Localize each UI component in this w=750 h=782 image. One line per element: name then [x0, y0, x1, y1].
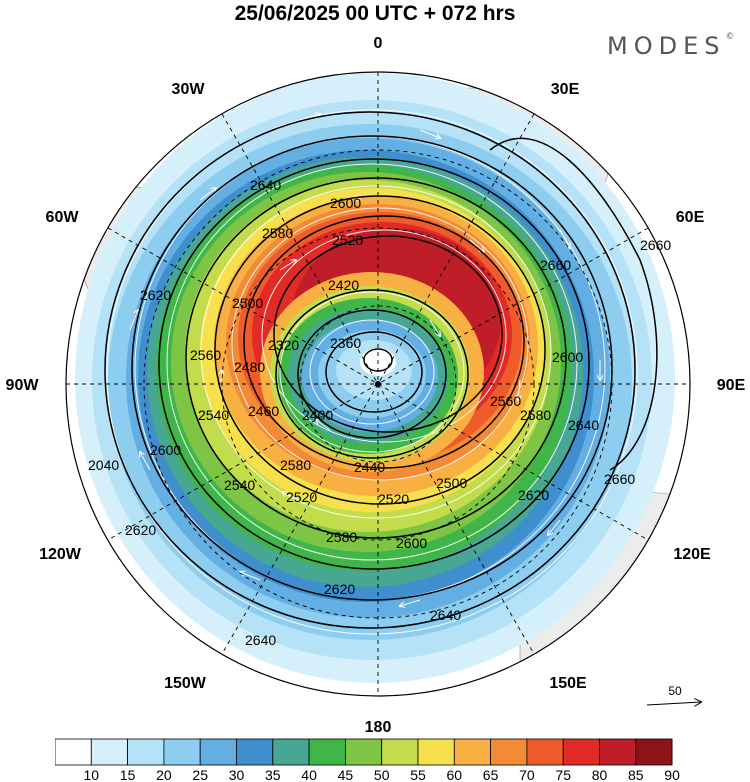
contour-label: 2600 [396, 535, 427, 551]
contour-label: 2580 [280, 457, 311, 473]
contour-label: 2620 [125, 522, 156, 538]
colorbar-tick-label: 20 [156, 767, 172, 782]
lon-label-90w: 90W [6, 377, 40, 394]
contour-label: 2660 [640, 237, 671, 253]
colorbar-tick-label: 15 [120, 767, 136, 782]
lon-label-30w: 30W [172, 81, 206, 98]
logo-mark: © [725, 32, 735, 42]
colorbar-tick-label: 55 [410, 767, 426, 782]
contour-label-group: 2640 2600 2580 2520 2420 2360 2320 2480 … [88, 177, 671, 648]
lon-label-90e: 90E [717, 377, 746, 394]
contour-label: 2540 [198, 407, 229, 423]
contour-label: 2320 [268, 337, 299, 353]
contour-label: 2460 [248, 403, 279, 419]
contour-label: 2640 [430, 607, 461, 623]
colorbar-tick-label: 85 [628, 767, 644, 782]
colorbar: 10 15 20 25 30 35 40 45 50 55 60 65 70 75 80 85 90 [55, 738, 680, 782]
colorbar-tick-label: 25 [192, 767, 208, 782]
contour-label: 2580 [262, 225, 293, 241]
colorbar-tick-label: 10 [84, 767, 100, 782]
colorbar-tick-label: 75 [555, 767, 571, 782]
colorbar-swatch [344, 738, 383, 766]
contour-label: 2600 [552, 349, 583, 365]
contour-label: 2580 [520, 407, 551, 423]
lon-label-0: 0 [374, 35, 383, 52]
modes-logo: MODES© [607, 32, 734, 60]
lon-label-60e: 60E [676, 209, 705, 226]
contour-label: 2600 [330, 195, 361, 211]
height-contours [104, 111, 658, 629]
colorbar-swatch [308, 738, 346, 766]
contour-label: 2540 [224, 477, 255, 493]
contour-label: 2480 [234, 359, 265, 375]
colorbar-tick-label: 45 [338, 767, 354, 782]
colorbar-tick-label: 70 [519, 767, 535, 782]
contour-label: 2440 [354, 459, 385, 475]
contour-label: 2620 [324, 581, 355, 597]
colorbar-swatch [599, 738, 637, 766]
contour-label: 2500 [232, 295, 263, 311]
colorbar-tick-label: 90 [664, 767, 680, 782]
colorbar-tick-label: 40 [301, 767, 317, 782]
lon-label-30e: 30E [551, 81, 580, 98]
colorbar-swatch [236, 738, 274, 766]
contour-label: 2500 [436, 475, 467, 491]
reference-vector-value: 50 [668, 684, 682, 698]
contour-label: 2640 [245, 632, 276, 648]
lon-label-150e: 150E [549, 675, 587, 692]
contour-label: 2520 [378, 491, 409, 507]
contour-label: 2600 [150, 442, 181, 458]
colorbar-swatch [55, 738, 92, 766]
colorbar-swatch [526, 738, 564, 766]
lon-label-180: 180 [365, 719, 392, 736]
contour-label: 2580 [326, 529, 357, 545]
colorbar-tick-label: 30 [229, 767, 245, 782]
colorbar-swatch [453, 738, 491, 766]
colorbar-tick-label: 80 [592, 767, 608, 782]
contour-label: 2560 [490, 393, 521, 409]
colorbar-swatch [127, 738, 165, 766]
map-border [65, 71, 691, 697]
contour-label: 2640 [250, 177, 281, 193]
colorbar-swatch [90, 738, 128, 766]
colorbar-swatch [562, 738, 600, 766]
wind-speed-shading [74, 73, 690, 683]
logo-text: MODES [607, 32, 726, 60]
contour-label: 2620 [518, 487, 549, 503]
lon-label-150w: 150W [164, 675, 207, 692]
lon-label-120w: 120W [39, 546, 82, 563]
contour-label: 2660 [540, 257, 571, 273]
reference-arrow-icon [646, 684, 705, 714]
colorbar-swatch [381, 738, 419, 766]
contour-label: 2560 [190, 347, 221, 363]
colorbar-swatch [417, 738, 455, 766]
contour-label: 2520 [286, 489, 317, 505]
colorbar-swatch [199, 738, 237, 766]
contour-label: 2360 [330, 335, 361, 351]
contour-label: 2620 [140, 287, 171, 303]
colorbar-swatch [635, 738, 673, 766]
contour-label: 2400 [302, 407, 333, 423]
colorbar-tick-label: 35 [265, 767, 281, 782]
colorbar-tick-label: 60 [447, 767, 463, 782]
colorbar-tick-label: 65 [483, 767, 499, 782]
colorbar-swatch [490, 738, 528, 766]
contour-label: 2660 [604, 471, 635, 487]
reference-vector: 50 [645, 684, 705, 714]
colorbar-swatch [272, 738, 310, 766]
contour-label: 2040 [88, 457, 119, 473]
chart-title: 25/06/2025 00 UTC + 072 hrs [234, 2, 516, 25]
contour-label: 2420 [328, 277, 359, 293]
contour-label: 2520 [332, 232, 363, 248]
lon-label-120e: 120E [673, 546, 711, 563]
lon-label-60w: 60W [46, 209, 80, 226]
colorbar-swatch [163, 738, 201, 766]
pole-marker [375, 381, 381, 387]
colorbar-tick-label: 50 [374, 767, 390, 782]
contour-label: 2640 [568, 417, 599, 433]
